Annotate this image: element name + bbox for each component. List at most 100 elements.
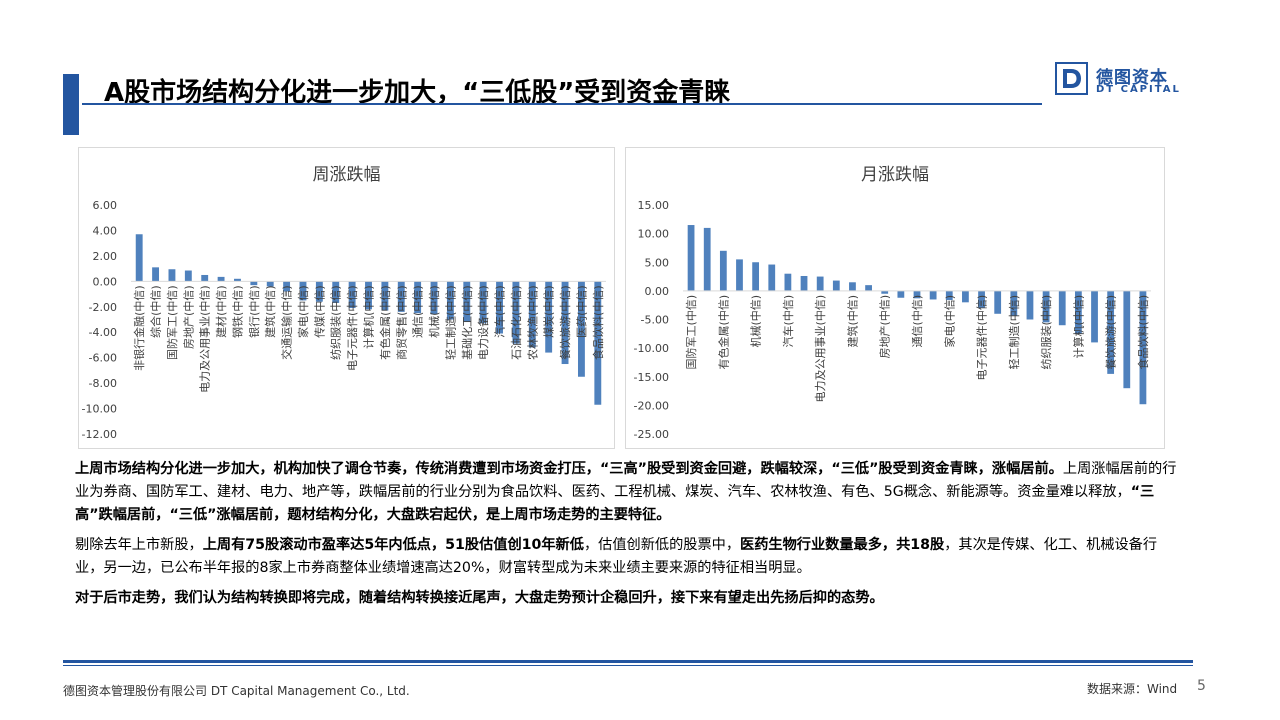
bar: [430, 281, 438, 315]
category-label: 纺织服装(中信): [1039, 295, 1053, 370]
y-tick-label: -6.00: [89, 352, 117, 365]
y-tick-label: 0.00: [645, 285, 670, 298]
category-label: 交通运输(中信): [280, 285, 294, 360]
category-label: 银行(中信): [247, 285, 261, 338]
y-tick-label: 0.00: [93, 275, 118, 288]
bar: [463, 281, 471, 323]
category-label: 建筑(中信): [263, 285, 277, 338]
p1-bold-text-2: “三高”跌幅居前，“三低”涨幅居前，题材结构分化，大盘跌宕起伏，是上周市场走势的…: [75, 484, 1155, 523]
y-tick-label: 2.00: [93, 250, 118, 263]
category-label: 汽车(中信): [781, 295, 795, 348]
bar: [897, 290, 905, 298]
y-tick-label: 10.00: [638, 228, 670, 241]
category-label: 电力及公用事业(中信): [814, 295, 827, 403]
bar: [1010, 290, 1018, 316]
company-logo: 德图资本 DT CAPITAL: [1055, 62, 1195, 98]
bar: [250, 281, 258, 286]
weekly-change-chart: 周涨跌幅 6.00 4.00 2.00 0.00 -2.00 -4.00 -6.00 -8.00…: [78, 147, 615, 449]
p2-text-c: ，估值创新低的股票中，: [583, 537, 741, 553]
weekly-change-svg: 周涨跌幅 6.00 4.00 2.00 0.00 -2.00 -4.00 -6.00 -8.00…: [82, 165, 606, 441]
y-tick-label: -8.00: [89, 377, 117, 390]
bar: [365, 281, 372, 310]
p2-text-b: 上周有75股滚动市盈率达5年内低点，51股估值创10年新低: [202, 537, 584, 553]
category-label: 食品饮料(中信): [591, 285, 605, 360]
bar: [217, 276, 225, 282]
bar: [849, 282, 856, 291]
bar: [865, 285, 872, 291]
category-label: 钢铁(中信): [231, 285, 244, 338]
bar: [266, 281, 274, 287]
logo-chinese-name: 德图资本: [1096, 68, 1168, 88]
category-label: 有色金属(中信): [378, 285, 392, 360]
y-tick-label: -15.00: [634, 371, 669, 384]
y-tick-label: -10.00: [634, 342, 669, 355]
commentary-paragraph-1: 上周市场结构分化进一步加大，机构加快了调仓节奏，传统消费遭到市场资金打压，“三高…: [75, 458, 1185, 527]
bar: [528, 281, 536, 348]
bar: [832, 280, 840, 291]
bar: [545, 281, 553, 353]
category-label: 轻工制造(中信): [1007, 295, 1021, 370]
bar: [152, 267, 160, 282]
y-tick-label: 5.00: [645, 256, 670, 269]
category-label: 医药(中信): [575, 285, 588, 338]
commentary: 上周市场结构分化进一步加大，机构加快了调仓节奏，传统消费遭到市场资金打压，“三高…: [75, 458, 1185, 617]
category-label: 建材(中信): [214, 285, 228, 338]
footer-data-source: 数据来源：Wind: [1087, 682, 1178, 696]
bar: [752, 262, 760, 291]
category-label: 家电(中信): [296, 285, 310, 338]
bar: [816, 276, 824, 291]
category-label: 餐饮旅游(中信): [558, 285, 572, 360]
y-tick-label: 15.00: [638, 199, 670, 212]
bar: [577, 281, 585, 377]
bar: [913, 290, 921, 299]
logo-mark: [1055, 62, 1088, 95]
bar: [945, 290, 953, 301]
title-accent-bar: [63, 74, 79, 135]
p1-normal-text: 上周涨幅居前的行业为券商、国防军工、建材、电力、地产等，跌幅居前的行业分别为食品…: [75, 461, 1177, 500]
bar: [479, 281, 487, 324]
bar: [135, 234, 143, 282]
chart-title: 周涨跌幅: [313, 165, 381, 185]
bar: [168, 269, 176, 282]
category-label: 国防军工(中信): [684, 295, 698, 370]
category-label: 石油石化(中信): [509, 285, 523, 360]
category-label: 汽车(中信): [493, 285, 507, 338]
category-label: 传媒(中信): [313, 285, 326, 338]
page-number: 5: [1197, 678, 1206, 694]
logo-d-icon: [1063, 69, 1081, 88]
monthly-change-svg: 月涨跌幅 15.00 10.00 5.00 0.00 -5.00 -10.00 -15.00 -…: [634, 165, 1151, 441]
bar: [929, 290, 937, 300]
category-label: 计算机(中信): [362, 285, 376, 349]
commentary-paragraph-3: 对于后市走势，我们认为结构转换即将完成，随着结构转换接近尾声，大盘走势预计企稳回…: [75, 590, 884, 606]
p2-text-a: 剔除去年上市新股，: [75, 537, 203, 553]
y-tick-label: -25.00: [634, 428, 669, 441]
category-label: 通信(中信): [911, 295, 924, 348]
bar: [496, 281, 503, 334]
bar: [184, 270, 192, 282]
category-label: 非银行金融(中信): [132, 285, 146, 371]
bar: [381, 281, 389, 311]
chart-title: 月涨跌幅: [861, 165, 929, 185]
bar: [512, 281, 520, 344]
category-label: 机械(中信): [749, 295, 763, 348]
p1-bold-text: 上周市场结构分化进一步加大，机构加快了调仓节奏，传统消费遭到市场资金打压，“三高…: [75, 461, 1063, 477]
bar: [736, 259, 743, 291]
p2-text-d: 医药生物行业数量最多，共18股: [740, 537, 945, 553]
category-label: 基础化工(中信): [460, 285, 474, 360]
bar: [768, 264, 776, 291]
category-label: 商贸零售(中信): [394, 285, 408, 360]
category-label: 轻工制造(中信): [443, 285, 457, 360]
bar: [348, 281, 356, 309]
bar: [1107, 290, 1115, 374]
bar: [1042, 290, 1050, 323]
y-tick-label: 4.00: [93, 224, 118, 237]
category-label: 房地产(中信): [878, 295, 892, 359]
category-label: 家电(中信): [942, 295, 956, 348]
bar: [994, 290, 1002, 314]
category-label: 食品饮料(中信): [1136, 295, 1150, 370]
y-tick-label: -12.00: [82, 428, 117, 441]
bar: [234, 278, 241, 282]
bar: [397, 281, 405, 312]
category-label: 电力设备(中信): [476, 285, 490, 360]
bar: [299, 281, 307, 301]
